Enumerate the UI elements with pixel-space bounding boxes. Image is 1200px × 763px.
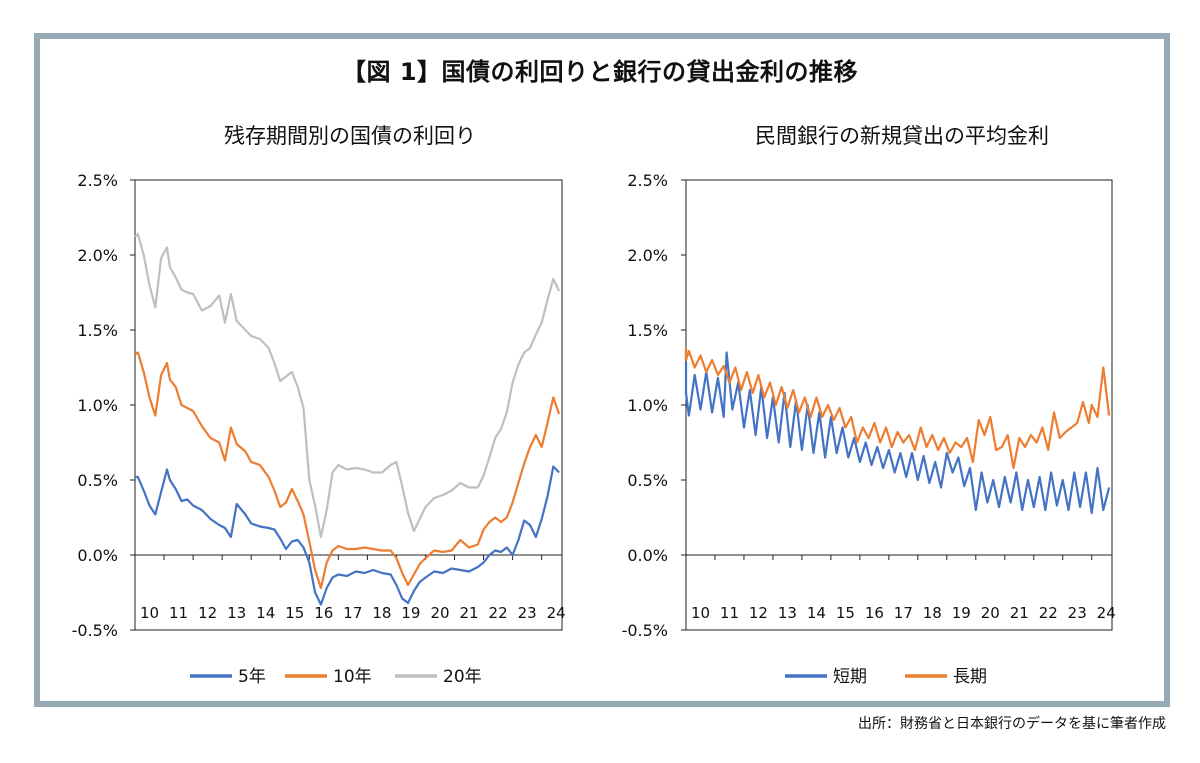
left-x-tick-label: 14 bbox=[256, 604, 275, 622]
right-x-tick-label: 11 bbox=[720, 604, 739, 622]
left-y-tick-label: 0.5% bbox=[77, 471, 118, 490]
right-y-tick-label: 2.0% bbox=[627, 246, 668, 265]
right-legend-label-2: 長期 bbox=[953, 667, 987, 687]
left-legend-label-3: 20年 bbox=[443, 667, 482, 687]
left-y-tick-label: 0.0% bbox=[77, 546, 118, 565]
right-x-tick-label: 12 bbox=[749, 604, 768, 622]
right-y-tick-label: 2.5% bbox=[627, 171, 668, 190]
left-legend-label-1: 5年 bbox=[238, 667, 266, 687]
left-plot-frame bbox=[134, 179, 563, 631]
right-y-tick-label: 0.0% bbox=[627, 546, 668, 565]
left-y-tick-label: 1.5% bbox=[77, 321, 118, 340]
right-chart-group: 2.5% 2.0% 1.5% 1.0% 0.5% 0.0% -0.5% 10 11 12 13 14 1… bbox=[622, 171, 1116, 687]
left-x-tick-label: 21 bbox=[460, 604, 479, 622]
left-series-line-2 bbox=[134, 351, 561, 590]
right-x-tick-label: 24 bbox=[1097, 604, 1116, 622]
right-x-tick-label: 18 bbox=[923, 604, 942, 622]
left-x-tick-label: 11 bbox=[169, 604, 188, 622]
left-x-tick-label: 16 bbox=[314, 604, 333, 622]
right-x-tick-label: 10 bbox=[691, 604, 710, 622]
left-x-tick-label: 23 bbox=[518, 604, 537, 622]
left-x-tick-label: 24 bbox=[547, 604, 566, 622]
left-x-tick-label: 22 bbox=[489, 604, 508, 622]
right-y-tick-label: 1.5% bbox=[627, 321, 668, 340]
right-legend-label-1: 短期 bbox=[833, 667, 867, 687]
right-x-tick-label: 21 bbox=[1010, 604, 1029, 622]
right-plot-frame bbox=[685, 179, 1113, 631]
left-x-tick-label: 12 bbox=[198, 604, 217, 622]
right-x-tick-label: 16 bbox=[865, 604, 884, 622]
left-legend-label-2: 10年 bbox=[333, 667, 372, 687]
left-x-tick-label: 19 bbox=[401, 604, 420, 622]
left-x-tick-label: 17 bbox=[343, 604, 362, 622]
left-chart-group: 2.5% 2.0% 1.5% 1.0% 0.5% 0.0% -0.5% 10 11 12 13 14 1… bbox=[72, 171, 566, 687]
left-y-tick-label: -0.5% bbox=[72, 621, 118, 640]
right-x-tick-label: 14 bbox=[807, 604, 826, 622]
left-y-tick-label: 2.5% bbox=[77, 171, 118, 190]
right-x-tick-label: 22 bbox=[1039, 604, 1058, 622]
left-x-tick-label: 20 bbox=[430, 604, 449, 622]
left-y-tick-label: 1.0% bbox=[77, 396, 118, 415]
right-y-tick-label: 0.5% bbox=[627, 471, 668, 490]
right-series-line-1 bbox=[684, 349, 1111, 515]
chart-frame bbox=[34, 33, 1170, 707]
right-x-tick-label: 20 bbox=[981, 604, 1000, 622]
right-x-tick-label: 19 bbox=[952, 604, 971, 622]
left-chart-title: 残存期間別の国債の利回り bbox=[224, 124, 476, 148]
right-x-tick-label: 17 bbox=[894, 604, 913, 622]
left-series-line-1 bbox=[135, 465, 560, 606]
right-x-tick-label: 23 bbox=[1068, 604, 1087, 622]
right-y-tick-label: 1.0% bbox=[627, 396, 668, 415]
left-x-tick-label: 10 bbox=[140, 604, 159, 622]
source-note: 出所：財務省と日本銀行のデータを基に筆者作成 bbox=[858, 716, 1166, 732]
figure-title: 【図 1】国債の利回りと銀行の貸出金利の推移 bbox=[341, 58, 859, 86]
left-y-tick-label: 2.0% bbox=[77, 246, 118, 265]
left-series-line-3 bbox=[134, 232, 561, 539]
left-x-tick-label: 15 bbox=[285, 604, 304, 622]
left-x-tick-label: 18 bbox=[372, 604, 391, 622]
right-x-tick-label: 15 bbox=[836, 604, 855, 622]
right-chart-title: 民間銀行の新規貸出の平均金利 bbox=[755, 124, 1049, 148]
right-series-line-2 bbox=[684, 348, 1111, 470]
left-x-tick-label: 13 bbox=[227, 604, 246, 622]
right-x-tick-label: 13 bbox=[778, 604, 797, 622]
right-y-tick-label: -0.5% bbox=[622, 621, 668, 640]
